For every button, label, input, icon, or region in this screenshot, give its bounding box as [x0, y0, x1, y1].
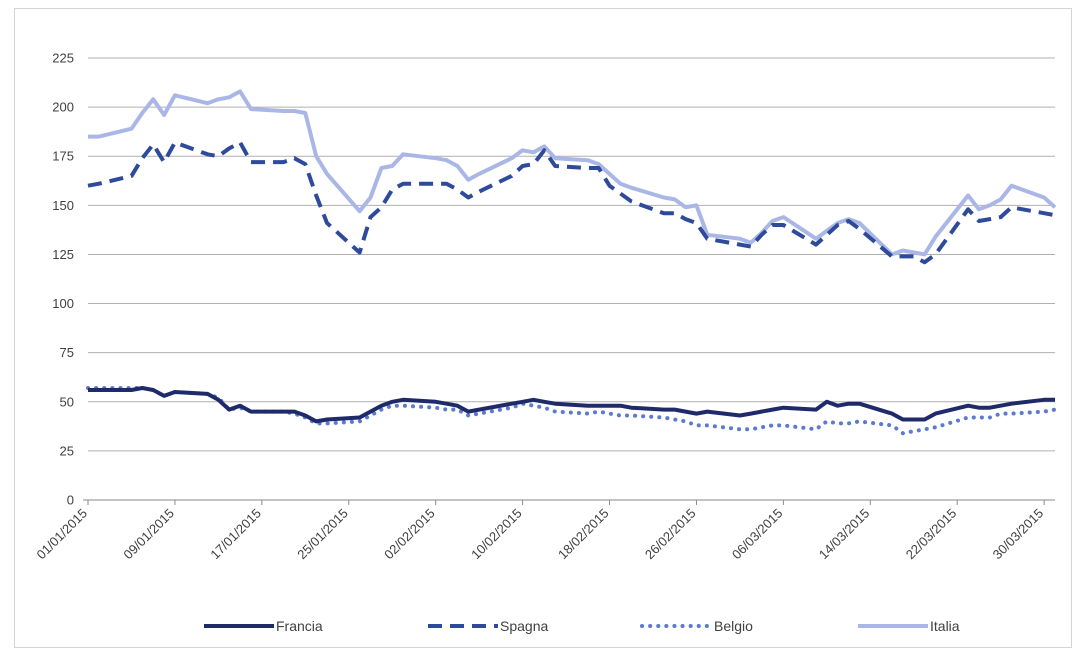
y-tick-label: 200	[52, 100, 74, 115]
legend-label-belgio: Belgio	[714, 618, 753, 634]
y-tick-label: 150	[52, 198, 74, 213]
series-line-italia	[88, 89, 1057, 257]
x-tick-label: 18/02/2015	[555, 506, 612, 563]
y-tick-label: 25	[60, 443, 74, 458]
y-tick-label: 0	[67, 493, 74, 508]
series-lines	[86, 89, 1057, 436]
x-tick-label: 14/03/2015	[816, 506, 873, 563]
y-tick-label: 75	[60, 345, 74, 360]
series-line-francia	[88, 386, 1055, 424]
x-tick-label: 17/01/2015	[207, 506, 264, 563]
x-tick-label: 22/03/2015	[903, 506, 960, 563]
series-line-belgio	[86, 386, 1057, 436]
y-tick-label: 100	[52, 296, 74, 311]
x-axis	[83, 499, 1055, 505]
gridlines	[88, 57, 1055, 452]
y-tick-label: 50	[60, 394, 74, 409]
x-tick-label: 30/03/2015	[990, 506, 1047, 563]
y-tick-label: 125	[52, 247, 74, 262]
y-tick-label: 225	[52, 51, 74, 66]
y-tick-label: 175	[52, 149, 74, 164]
x-axis-tick-labels: 01/01/2015 09/01/2015 17/01/2015 25/01/2015…	[33, 506, 1046, 563]
chart-frame	[14, 8, 1072, 648]
legend: Francia Spagna Belgio Italia	[204, 618, 960, 634]
x-tick-label: 26/02/2015	[642, 506, 699, 563]
x-tick-label: 02/02/2015	[381, 506, 438, 563]
series-line-spagna	[87, 140, 1056, 265]
x-tick-label: 09/01/2015	[120, 506, 177, 563]
legend-label-italia: Italia	[930, 618, 960, 634]
x-tick-label: 25/01/2015	[294, 506, 351, 563]
x-tick-label: 01/01/2015	[33, 506, 90, 563]
legend-label-francia: Francia	[276, 618, 323, 634]
x-tick-label: 06/03/2015	[729, 506, 786, 563]
legend-label-spagna: Spagna	[500, 618, 548, 634]
x-tick-label: 10/02/2015	[468, 506, 525, 563]
y-axis-tick-labels: 0 25 50 75 100 125 150 175 200 225	[52, 51, 74, 508]
